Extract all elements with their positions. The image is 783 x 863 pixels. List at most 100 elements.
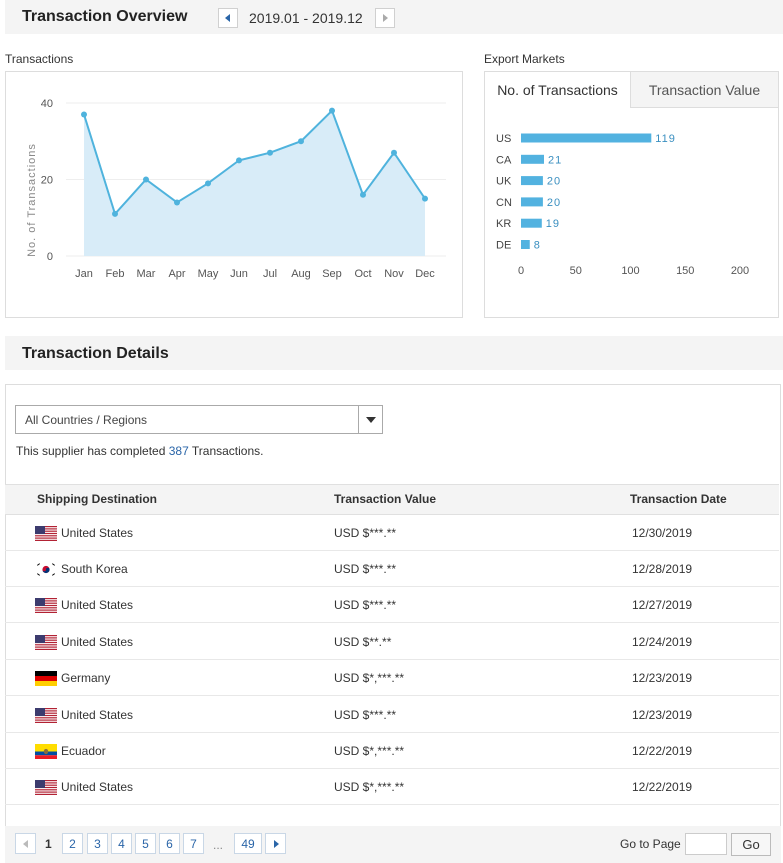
caret-left-icon <box>225 14 230 22</box>
overview-title: Transaction Overview <box>22 8 188 25</box>
bar-category-label: KR <box>496 218 511 230</box>
bar-value-label: 21 <box>548 154 562 166</box>
details-header <box>5 336 783 370</box>
destination-cell: Germany <box>61 671 111 685</box>
data-point <box>174 199 180 206</box>
bar-value-label: 20 <box>547 176 561 188</box>
value-cell: USD $***.** <box>334 562 397 576</box>
caret-right-icon <box>383 14 388 22</box>
data-point <box>112 210 118 217</box>
data-point <box>329 107 335 114</box>
export-markets-label: Export Markets <box>484 52 565 66</box>
data-point <box>267 149 273 156</box>
current-page: 1 <box>45 837 52 851</box>
export-tabs: No. of Transactions Transaction Value <box>485 72 778 108</box>
x-tick-label: May <box>198 268 219 280</box>
table-header <box>5 484 779 515</box>
table-row: United States USD $***.** 12/30/2019 <box>5 515 779 551</box>
x-tick-label: Jan <box>75 268 93 280</box>
export-markets-bar-chart: US 119 CA 21 UK 20 CN 20 KR 19 DE 8 0 50 100 150 200 <box>496 133 749 277</box>
table-row: United States USD $**.** 12/24/2019 <box>5 624 779 660</box>
y-tick-label: 40 <box>41 98 53 110</box>
table-row: Ecuador USD $*,***.** 12/22/2019 <box>5 733 779 769</box>
page-button-6[interactable]: 6 <box>159 833 180 854</box>
destination-cell: United States <box>61 708 134 722</box>
table-row: United States USD $*,***.** 12/22/2019 <box>5 769 779 805</box>
bar <box>521 197 543 207</box>
x-tick-label: 0 <box>518 265 524 277</box>
data-point <box>360 191 366 198</box>
value-cell: USD $*,***.** <box>334 780 405 794</box>
transactions-label: Transactions <box>5 52 74 66</box>
page-button-4[interactable]: 4 <box>111 833 132 854</box>
data-point <box>81 111 87 118</box>
bar-value-label: 8 <box>534 240 541 252</box>
bar-category-label: DE <box>496 240 511 252</box>
destination-cell: United States <box>61 635 134 649</box>
goto-page-label: Go to Page <box>620 837 681 851</box>
next-page-button[interactable] <box>265 833 286 854</box>
column-header-destination: Shipping Destination <box>37 492 157 506</box>
x-tick-label: 150 <box>676 265 694 277</box>
destination-cell: United States <box>61 780 134 794</box>
summary-suffix: Transactions. <box>188 444 264 458</box>
page-button-2[interactable]: 2 <box>62 833 83 854</box>
summary-count: 387 <box>168 444 189 458</box>
de-flag-icon <box>35 671 57 686</box>
tab-no-of-transactions[interactable]: No. of Transactions <box>485 72 631 108</box>
date-cell: 12/28/2019 <box>632 562 693 576</box>
data-point <box>205 180 211 187</box>
x-tick-label: Nov <box>384 268 404 280</box>
data-point <box>236 157 242 164</box>
page-button-5[interactable]: 5 <box>135 833 156 854</box>
column-header-value: Transaction Value <box>334 492 437 506</box>
us-flag-icon <box>35 635 57 650</box>
date-cell: 12/30/2019 <box>632 526 693 540</box>
x-tick-label: Dec <box>415 268 435 280</box>
tab-transaction-value[interactable]: Transaction Value <box>631 72 778 108</box>
bar <box>521 154 544 164</box>
bar <box>521 133 652 143</box>
bar-category-label: CN <box>496 197 512 209</box>
page-button-7[interactable]: 7 <box>183 833 204 854</box>
us-flag-icon <box>35 526 57 541</box>
x-tick-label: Feb <box>106 268 125 280</box>
x-tick-label: Apr <box>168 268 185 280</box>
next-period-button[interactable] <box>375 8 395 28</box>
data-point <box>143 176 149 183</box>
prev-period-button[interactable] <box>218 8 238 28</box>
table-row: Germany USD $*,***.** 12/23/2019 <box>5 660 779 696</box>
date-cell: 12/23/2019 <box>632 671 693 685</box>
export-markets-panel: No. of Transactions Transaction Value US… <box>484 71 779 318</box>
destination-cell: Ecuador <box>61 744 106 758</box>
page-button-3[interactable]: 3 <box>87 833 108 854</box>
date-cell: 12/23/2019 <box>632 708 693 722</box>
prev-page-button[interactable] <box>15 833 36 854</box>
data-point <box>391 149 397 156</box>
pagination-bar <box>5 826 781 863</box>
value-cell: USD $**.** <box>334 635 392 649</box>
details-title: Transaction Details <box>22 345 169 362</box>
bar-category-label: US <box>496 133 511 145</box>
us-flag-icon <box>35 708 57 723</box>
go-button[interactable]: Go <box>731 833 771 856</box>
date-cell: 12/22/2019 <box>632 744 693 758</box>
page-button-last[interactable]: 49 <box>234 833 262 854</box>
summary-prefix: This supplier has completed <box>16 444 169 458</box>
x-tick-label: 50 <box>570 265 582 277</box>
y-tick-label: 20 <box>41 175 53 187</box>
date-range: 2019.01 - 2019.12 <box>249 10 363 26</box>
destination-cell: South Korea <box>61 562 128 576</box>
data-point <box>422 195 428 202</box>
goto-page-input[interactable] <box>685 833 727 855</box>
date-cell: 12/24/2019 <box>632 635 693 649</box>
series-area <box>84 110 425 257</box>
bar-category-label: UK <box>496 176 512 188</box>
caret-left-icon <box>22 839 28 848</box>
bar-category-label: CA <box>496 154 512 166</box>
table-row: United States USD $***.** 12/27/2019 <box>5 587 779 623</box>
dropdown-caret-icon <box>358 406 382 433</box>
country-region-select[interactable]: All Countries / Regions <box>15 405 383 434</box>
bar-value-label: 119 <box>655 133 676 145</box>
x-tick-label: Mar <box>137 268 156 280</box>
